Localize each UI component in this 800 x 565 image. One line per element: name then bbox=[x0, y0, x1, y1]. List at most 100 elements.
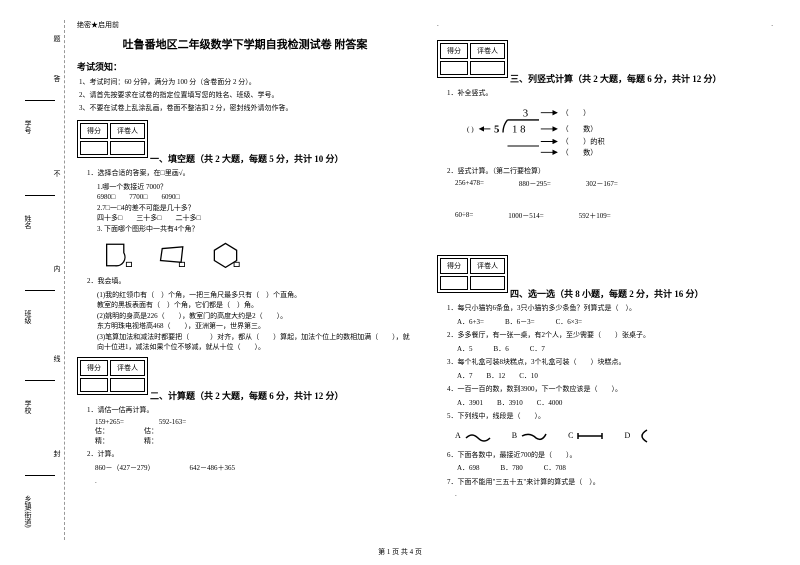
q6-r2-1: 1000－514= bbox=[508, 211, 543, 221]
q10-opts: A．3901 B．3910 C．4000 bbox=[457, 398, 773, 409]
q1b-opts: 四十多□ 三十多□ 二十多□ bbox=[97, 213, 413, 224]
score-box-3: 得分评卷人 bbox=[437, 40, 508, 78]
field-xiang bbox=[25, 475, 55, 476]
opt-a: A bbox=[455, 431, 461, 440]
div-note-ji: （ ）的积 bbox=[562, 137, 605, 146]
q6-stem: 2．竖式计算。（第二行要检算） bbox=[447, 166, 773, 177]
score-box-1: 得分评卷人 bbox=[77, 120, 148, 158]
line-a-icon bbox=[464, 430, 492, 442]
exam-title: 吐鲁番地区二年级数学下学期自我检测试卷 附答案 bbox=[77, 36, 413, 52]
opt-d: D bbox=[624, 431, 630, 440]
q2c: (3)笔算加法和减法时都要把（ ）对齐，都从（ ）算起，加法个位上的数相加满（ … bbox=[97, 332, 413, 353]
q11-stem: 5．下列线中，线段是（ ）。 bbox=[447, 411, 773, 422]
seal-mi: 封 bbox=[52, 450, 62, 457]
q2a2: 教室的黑板表面有（ ）个角，它们都是（ ）角。 bbox=[97, 300, 413, 311]
q2b2: 东方明珠电视塔高468（ ），亚洲第一，世界第三。 bbox=[97, 321, 413, 332]
division-diagram: 3 5 1 8 （ ） （ 数） （ ）的积 （ 数） bbox=[467, 105, 773, 160]
q3-r2b: 估： bbox=[144, 426, 158, 436]
left-column: 绝密★启用前 吐鲁番地区二年级数学下学期自我检测试卷 附答案 考试须知： 1、考… bbox=[65, 20, 425, 540]
q6-r2-0: 60÷8= bbox=[455, 211, 473, 221]
confidential-label: 绝密★启用前 bbox=[77, 20, 413, 30]
q2a: (1)我的红领巾有（ ）个角，一把三角尺最多只有（ ）个直角。 bbox=[97, 290, 413, 301]
div-note-sh: （ 数） bbox=[562, 124, 598, 133]
q8-stem: 2．多多餐厅，有一张一桌，有2个人，至少需要（ ）张桌子。 bbox=[447, 330, 773, 341]
q6-r1-2: 302－167= bbox=[586, 179, 618, 189]
q3-r3b: 精： bbox=[144, 436, 158, 446]
right-column: .. 得分评卷人 三、列竖式计算（共 2 大题，每题 6 分，共计 12 分） … bbox=[425, 20, 785, 540]
notice-title: 考试须知： bbox=[77, 60, 413, 73]
shape-3 bbox=[208, 240, 243, 270]
q1-stem: 1．选择合适的答案，在□里画√。 bbox=[87, 168, 413, 179]
label-xuehao: 学号 bbox=[23, 120, 33, 134]
q1c: 3. 下面哪个图形中一共有4个角？ bbox=[97, 224, 413, 235]
q2-stem: 2．我会填。 bbox=[87, 276, 413, 287]
q4b: 642－486＋365 bbox=[190, 463, 236, 473]
q13-stem: 7．下面不能用"三五十五"来计算的算式是（ ）。 bbox=[447, 477, 773, 488]
line-d-icon bbox=[633, 428, 653, 444]
div-note-yu: （ 数） bbox=[562, 148, 598, 157]
label-xuexiao: 学校 bbox=[23, 400, 33, 414]
page-footer: 第 1 页 共 4 页 bbox=[0, 547, 800, 557]
q7-stem: 1．每只小猫钓6条鱼，3只小猫钓多少条鱼？列算式是（ ）。 bbox=[447, 303, 773, 314]
q3-r1b: 592-163= bbox=[159, 418, 186, 426]
opt-c: C bbox=[568, 431, 573, 440]
seal-da: 答 bbox=[52, 75, 62, 82]
line-options: A B C D bbox=[455, 428, 773, 444]
field-xuexiao bbox=[25, 380, 55, 381]
opt-b: B bbox=[512, 431, 517, 440]
div-divisor: 5 bbox=[494, 123, 499, 135]
q3-stem: 1．请估一估再计算。 bbox=[87, 405, 413, 416]
score-box-4: 得分评卷人 bbox=[437, 255, 508, 293]
q6-r1-1: 880－295= bbox=[519, 179, 551, 189]
q1b: 2.7□一□4的差不可能是几十多？ bbox=[97, 203, 413, 214]
notice-2: 2、请首先按要求在试卷的指定位置填写您的姓名、班级、学号。 bbox=[77, 90, 413, 100]
seal-ti: 题 bbox=[52, 35, 62, 42]
section-1-title: 一、填空题（共 2 大题，每题 5 分，共计 10 分） bbox=[150, 154, 344, 164]
q6-r1-0: 256+478= bbox=[455, 179, 484, 189]
q10-stem: 4．一百一百的数，数到3900，下一个数应该是（ ）。 bbox=[447, 384, 773, 395]
q5-stem: 1．补全竖式。 bbox=[447, 88, 773, 99]
score-label: 得分 bbox=[80, 123, 108, 139]
q12-stem: 6．下面各数中，最接近700的是（ ）。 bbox=[447, 450, 773, 461]
shapes-row bbox=[102, 240, 413, 270]
label-xiang: 乡镇(街道) bbox=[23, 495, 33, 528]
section-3-title: 三、列竖式计算（共 2 大题，每题 6 分，共计 12 分） bbox=[510, 74, 722, 84]
div-note-left: ( ) bbox=[467, 125, 474, 133]
line-c-icon bbox=[576, 430, 604, 442]
section-2-title: 二、计算题（共 2 大题，每题 6 分，共计 12 分） bbox=[150, 391, 344, 401]
shape-2 bbox=[155, 240, 190, 270]
div-dividend: 1 8 bbox=[512, 123, 525, 135]
q1a-opts: 6980□ 7700□ 6090□ bbox=[97, 192, 413, 203]
div-quotient: 3 bbox=[523, 107, 528, 119]
q12-opts: A．698 B．780 C．708 bbox=[457, 463, 773, 474]
label-banji: 班级 bbox=[23, 310, 33, 324]
q3-r2a: 估： bbox=[95, 426, 109, 436]
q4-stem: 2．计算。 bbox=[87, 449, 413, 460]
field-banji bbox=[25, 290, 55, 291]
q4a: 860－（427－279） bbox=[95, 463, 155, 473]
seal-nei: 内 bbox=[52, 265, 62, 272]
score-box-2: 得分评卷人 bbox=[77, 357, 148, 395]
q3-r3a: 精： bbox=[95, 436, 109, 446]
budi-1: . bbox=[95, 477, 97, 485]
line-b-icon bbox=[520, 430, 548, 442]
shape-1 bbox=[102, 240, 137, 270]
binding-margin: 乡镇(街道) 封 学校 线 班级 内 姓名 不 学号 答 题 bbox=[15, 20, 65, 540]
notice-1: 1、考试时间：60 分钟，满分为 100 分（含卷面分 2 分）。 bbox=[77, 77, 413, 87]
q7-opts: A．6+3= B．6－3= C．6×3= bbox=[457, 317, 773, 328]
div-note-top: （ ） bbox=[562, 109, 591, 117]
q2b: (2)姚明的身高是226（ ），教室门的高度大约是2（ ）。 bbox=[97, 311, 413, 322]
q1a: 1.哪一个数接近 7000？ bbox=[97, 182, 413, 193]
q3-r1a: 159+265= bbox=[95, 418, 124, 426]
seal-bu: 不 bbox=[52, 170, 62, 177]
q6-r2-2: 592＋109= bbox=[579, 211, 611, 221]
reviewer-label: 评卷人 bbox=[110, 123, 145, 139]
label-xingming: 姓名 bbox=[23, 215, 33, 229]
field-xingming bbox=[25, 195, 55, 196]
q9-stem: 3．每个礼盒可装8块糕点，3个礼盒可装（ ）块糕点。 bbox=[447, 357, 773, 368]
q9-opts: A．7 B．12 C．10 bbox=[457, 371, 773, 382]
notice-3: 3、不要在试卷上乱涂乱画，卷面不整洁扣 2 分，密封线外请勿作答。 bbox=[77, 103, 413, 113]
q8-opts: A．5 B．6 C．7 bbox=[457, 344, 773, 355]
seal-xian: 线 bbox=[52, 355, 62, 362]
field-xuehao bbox=[25, 100, 55, 101]
